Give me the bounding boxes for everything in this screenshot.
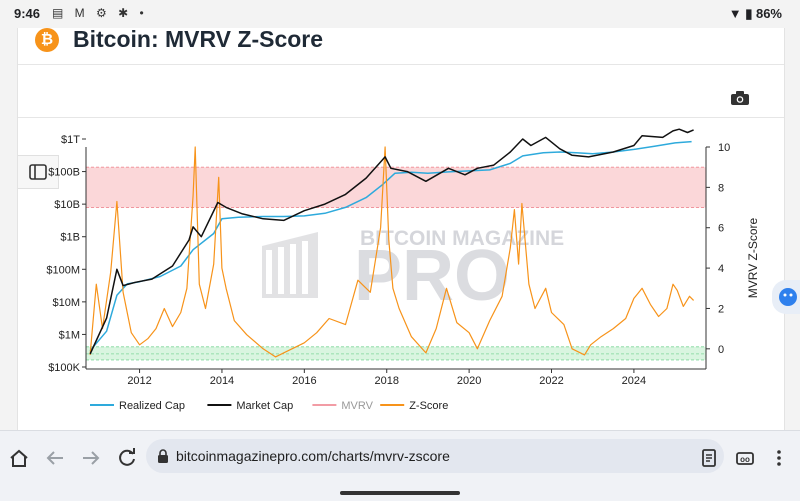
more-options-icon[interactable] — [768, 447, 790, 469]
wifi-icon: ▼ — [728, 6, 742, 21]
battery-indicator: ▼ ▮ 86% — [729, 6, 782, 22]
watermark-logo-icon — [262, 232, 318, 298]
y-left-tick-label: $1B — [60, 232, 80, 244]
x-tick-label: 2016 — [292, 375, 316, 387]
back-icon[interactable] — [44, 447, 66, 469]
page-title: Bitcoin: MVRV Z-Score — [73, 26, 324, 52]
y-right-tick-label: 8 — [718, 182, 724, 194]
browser-toolbar: bitcoinmagazinepro.com/charts/mvrv-zscor… — [0, 430, 800, 501]
x-tick-label: 2022 — [539, 375, 563, 387]
y-left-tick-label: $1T — [61, 134, 80, 146]
page-content: ₿ Bitcoin: MVRV Z-Score — [17, 26, 785, 430]
y-left-tick-label: $1M — [59, 329, 80, 341]
svg-text:oo: oo — [740, 455, 750, 464]
legend-label: Market Cap — [236, 400, 293, 412]
sidebar-panel-icon — [29, 164, 47, 180]
legend-label: Z-Score — [409, 400, 448, 412]
watermark-line-1: BITCOIN MAGAZINE — [360, 227, 564, 250]
sidebar-toggle-button[interactable] — [18, 155, 59, 189]
x-tick-label: 2020 — [457, 375, 481, 387]
title-row: ₿ Bitcoin: MVRV Z-Score — [18, 26, 784, 65]
y-left-tick-label: $100K — [48, 362, 80, 374]
reload-icon[interactable] — [116, 447, 138, 469]
status-time: 9:46 — [14, 6, 41, 21]
x-tick-label: 2018 — [374, 375, 398, 387]
series-market-cap — [89, 128, 694, 355]
y-right-tick-label: 4 — [718, 263, 724, 275]
mvrv-chart: BITCOIN MAGAZINE PRO $100K$1M$10M$100M$1… — [46, 128, 760, 412]
forward-icon[interactable] — [80, 447, 102, 469]
x-tick-label: 2012 — [127, 375, 151, 387]
x-tick-label: 2024 — [622, 375, 646, 387]
legend-label: Realized Cap — [119, 400, 185, 412]
address-bar[interactable]: bitcoinmagazinepro.com/charts/mvrv-zscor… — [146, 439, 724, 473]
y-left-tick-label: $100B — [48, 167, 80, 179]
tab-switcher-icon[interactable]: oo — [734, 447, 756, 469]
y-right-tick-label: 2 — [718, 303, 724, 315]
x-tick-label: 2014 — [210, 375, 234, 387]
site-info-icon[interactable] — [157, 449, 169, 463]
y-right-tick-label: 0 — [718, 344, 724, 356]
home-icon[interactable] — [8, 447, 30, 469]
floating-assistant-button[interactable] — [772, 280, 800, 314]
camera-icon[interactable] — [731, 91, 749, 105]
band-undervalued — [86, 346, 706, 360]
legend: Realized Cap Market Cap MVRV Z-Score — [90, 400, 448, 412]
watermark-line-2: PRO — [354, 236, 510, 316]
chart-toolbar — [18, 65, 784, 118]
reader-mode-icon[interactable] — [698, 447, 720, 469]
notification-icons: ▤ M ⚙ ✱ • — [52, 6, 148, 20]
legend-label: MVRV — [341, 400, 373, 412]
bitcoin-logo-icon: ₿ — [35, 28, 59, 52]
y-left-tick-label: $100M — [46, 264, 80, 276]
url-text[interactable]: bitcoinmagazinepro.com/charts/mvrv-zscor… — [176, 448, 450, 464]
status-bar: 9:46 ▤ M ⚙ ✱ • ▼ ▮ 86% — [0, 0, 800, 28]
series-layer — [89, 128, 695, 358]
y-left-tick-label: $10M — [52, 297, 80, 309]
band-overvalued — [86, 167, 706, 208]
assistant-icon — [779, 288, 797, 306]
battery-percent: 86% — [755, 6, 782, 21]
y-right-tick-label: 6 — [718, 223, 724, 235]
y-left-tick-label: $10B — [54, 199, 80, 211]
gesture-handle — [340, 491, 460, 495]
y-right-tick-label: 10 — [718, 142, 730, 154]
watermark: BITCOIN MAGAZINE PRO — [262, 227, 564, 316]
zone-bands — [86, 166, 706, 361]
battery-icon: ▮ — [745, 6, 753, 21]
axes: $100K $1M $10M $100M $1B $10B $100B $1T 0 2 4 6 8 10 M… — [46, 134, 760, 387]
y-right-axis-label: MVRV Z-Score — [746, 217, 760, 298]
series-z-score — [89, 146, 695, 358]
